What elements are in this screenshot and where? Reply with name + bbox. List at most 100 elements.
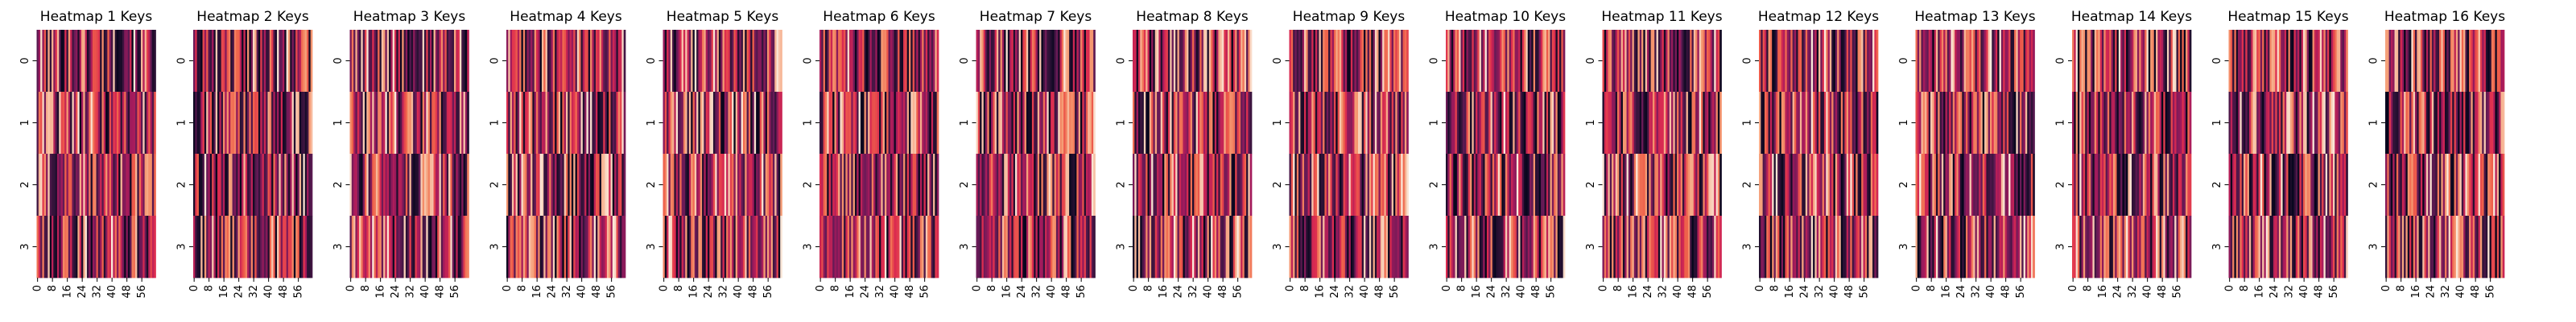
heatmap-cell (748, 216, 751, 279)
heatmap-cell (1943, 216, 1946, 279)
heatmap-cell (737, 30, 740, 93)
heatmap-cell (223, 216, 225, 279)
x-tick-label: 8 (2396, 285, 2408, 291)
heatmap-cell (1761, 30, 1763, 93)
heatmap-cell (1691, 92, 1695, 155)
heatmap-cell (2461, 154, 2464, 217)
heatmap-cell (1986, 154, 1989, 217)
heatmap-cell (756, 216, 758, 279)
y-tick-label: 3 (2055, 243, 2067, 250)
heatmap-cell (756, 92, 758, 155)
heatmap-cell (1649, 154, 1651, 217)
heatmap-cell (1986, 216, 1989, 279)
heatmap-cell (1018, 154, 1022, 217)
heatmap-cell (2232, 216, 2235, 279)
y-tick-label: 0 (1429, 57, 1441, 64)
heatmap-cell (2417, 30, 2419, 93)
heatmap-cell (1803, 92, 1806, 155)
heatmap-cell (1477, 154, 1480, 217)
heatmap-cell (1799, 154, 1802, 217)
heatmap-cell (590, 92, 592, 155)
heatmap-cell (1956, 216, 1959, 279)
heatmap-cell (1934, 154, 1937, 217)
heatmap-cell (1004, 92, 1006, 155)
heatmap-cell (688, 30, 691, 93)
heatmap-cell (2153, 30, 2157, 93)
heatmap-cell (427, 216, 431, 279)
heatmap-cell (1792, 154, 1795, 217)
heatmap-cell (536, 92, 539, 155)
heatmap-cell (1304, 154, 1307, 217)
heatmap-cell (1486, 92, 1489, 155)
heatmap-cell (2499, 216, 2501, 279)
heatmap-cell (254, 154, 257, 217)
heatmap-cell (94, 216, 97, 279)
y-tick-label: 2 (1429, 181, 1441, 188)
heatmap-cell (1231, 216, 1234, 279)
heatmap-cell (1557, 216, 1560, 279)
heatmap-cell (1938, 154, 1940, 217)
heatmap-cell (267, 30, 270, 93)
heatmap-cell (1613, 30, 1616, 93)
heatmap-cell (1835, 30, 1838, 93)
heatmap-cell (551, 92, 554, 155)
heatmap-cell (2472, 216, 2475, 279)
heatmap-cell (741, 216, 744, 279)
heatmap-cell (2241, 216, 2244, 279)
heatmap-cell (2008, 154, 2011, 217)
heatmap-cell (545, 216, 548, 279)
heatmap-cell (1818, 216, 1821, 279)
heatmap-cell (1843, 92, 1845, 155)
heatmap-cell (1633, 216, 1637, 279)
heatmap-cell (780, 154, 782, 217)
heatmap-cell (1378, 154, 1381, 217)
heatmap-cell (76, 92, 78, 155)
heatmap-cell (1956, 30, 1959, 93)
heatmap-cell (1042, 92, 1046, 155)
heatmap-cell (2392, 30, 2395, 93)
heatmap-cell (379, 216, 382, 279)
heatmap-cell (2495, 30, 2498, 93)
heatmap-cell (198, 154, 201, 217)
heatmap-cell (519, 92, 522, 155)
heatmap-cell (1662, 30, 1665, 93)
heatmap-cell (2159, 92, 2162, 155)
y-tick-label: 1 (646, 119, 658, 126)
heatmap-cell (1404, 92, 1407, 155)
heatmap-cell (2010, 154, 2013, 217)
heatmap-cell (70, 216, 72, 279)
heatmap-cell (2264, 30, 2267, 93)
heatmap-cell (1521, 216, 1525, 279)
heatmap-cell (1483, 30, 1485, 93)
heatmap-cell (2295, 30, 2298, 93)
heatmap-cell (2491, 92, 2494, 155)
heatmap-cell (741, 30, 744, 93)
heatmap-cell (593, 30, 597, 93)
heatmap-cell (435, 30, 438, 93)
heatmap-cell (667, 30, 669, 93)
heatmap-cell (2454, 216, 2457, 279)
heatmap-cell (2232, 30, 2235, 93)
heatmap-cell (2407, 92, 2410, 155)
heatmap-cell (2230, 216, 2233, 279)
heatmap-cell (444, 216, 448, 279)
heatmap-cell (884, 154, 887, 217)
heatmap-cell (1374, 154, 1377, 217)
heatmap-cell (2450, 92, 2453, 155)
heatmap-cell (1831, 92, 1834, 155)
heatmap-cell (378, 216, 380, 279)
heatmap-cell (109, 154, 112, 217)
heatmap-cell (1037, 92, 1040, 155)
heatmap-cell (1704, 154, 1707, 217)
heatmap-cell (308, 30, 312, 93)
heatmap-cell (2180, 154, 2182, 217)
heatmap-cell (1677, 30, 1679, 93)
y-tick-label: 0 (803, 57, 815, 64)
heatmap-cell (439, 30, 442, 93)
heatmap-cell (1872, 154, 1875, 217)
heatmap-cell (1195, 216, 1199, 279)
heatmap-cell (1790, 30, 1793, 93)
heatmap-cell (226, 154, 229, 217)
heatmap-cell (2483, 216, 2487, 279)
